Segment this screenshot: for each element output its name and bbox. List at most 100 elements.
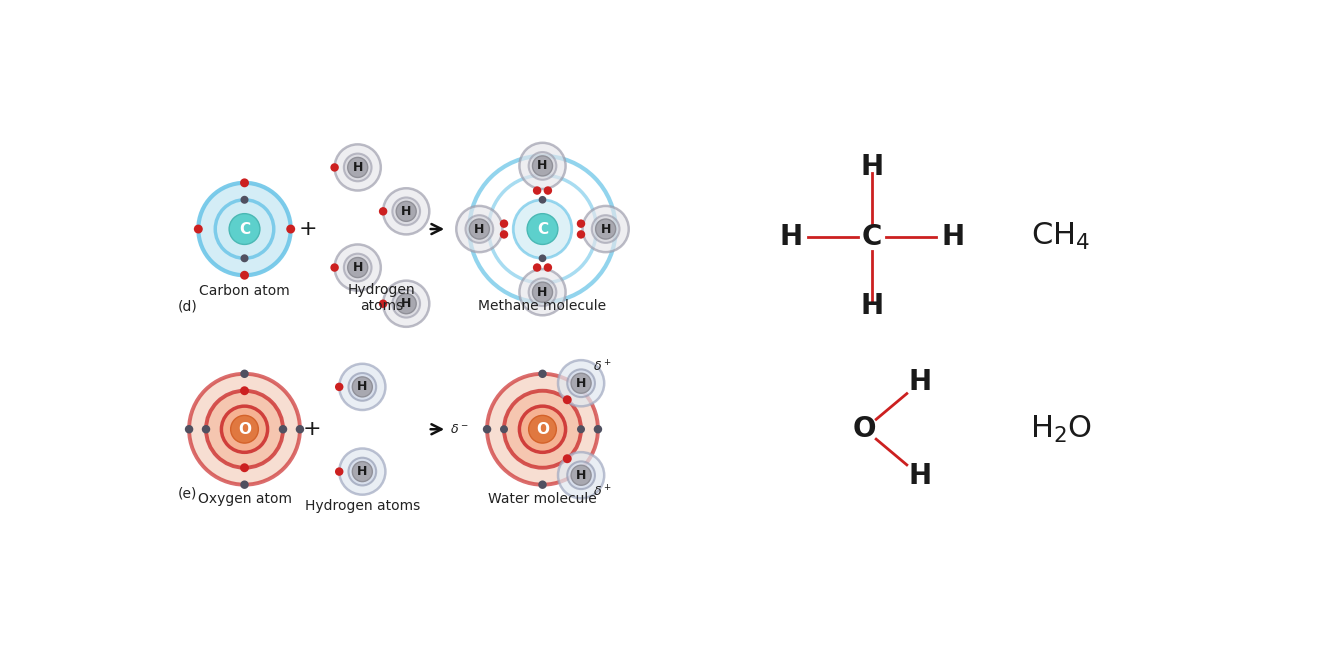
Circle shape bbox=[571, 465, 591, 485]
Text: H: H bbox=[577, 469, 586, 482]
Text: (d): (d) bbox=[177, 299, 198, 313]
Text: H$_2$O: H$_2$O bbox=[1030, 413, 1091, 445]
Text: H: H bbox=[352, 161, 363, 174]
Circle shape bbox=[331, 163, 339, 172]
Circle shape bbox=[544, 263, 552, 271]
Circle shape bbox=[383, 188, 429, 234]
Text: Hydrogen atoms: Hydrogen atoms bbox=[305, 499, 419, 513]
Circle shape bbox=[594, 425, 602, 434]
Text: Oxygen atom: Oxygen atom bbox=[198, 492, 292, 506]
Circle shape bbox=[544, 186, 552, 195]
Circle shape bbox=[286, 225, 296, 234]
Circle shape bbox=[241, 386, 249, 395]
Text: Water molecule: Water molecule bbox=[488, 492, 597, 506]
Text: H: H bbox=[941, 223, 965, 251]
Circle shape bbox=[231, 415, 258, 443]
Circle shape bbox=[352, 462, 372, 482]
Circle shape bbox=[392, 290, 421, 318]
Circle shape bbox=[379, 299, 387, 308]
Text: H: H bbox=[358, 380, 367, 393]
Circle shape bbox=[519, 269, 566, 315]
Circle shape bbox=[538, 480, 547, 489]
Circle shape bbox=[487, 374, 598, 485]
Text: C: C bbox=[239, 221, 250, 236]
Circle shape bbox=[577, 219, 585, 228]
Circle shape bbox=[278, 425, 288, 434]
Circle shape bbox=[567, 462, 595, 489]
Circle shape bbox=[396, 201, 417, 221]
Circle shape bbox=[532, 186, 542, 195]
Circle shape bbox=[482, 425, 492, 434]
Circle shape bbox=[241, 271, 249, 280]
Circle shape bbox=[202, 425, 210, 434]
Circle shape bbox=[241, 178, 249, 187]
Text: H: H bbox=[780, 223, 802, 251]
Text: Methane molecule: Methane molecule bbox=[478, 299, 606, 313]
Circle shape bbox=[348, 158, 368, 178]
Circle shape bbox=[190, 374, 300, 485]
Circle shape bbox=[344, 154, 371, 181]
Circle shape bbox=[500, 219, 508, 228]
Circle shape bbox=[383, 281, 429, 327]
Circle shape bbox=[532, 282, 552, 302]
Text: H: H bbox=[401, 205, 411, 218]
Text: H: H bbox=[352, 261, 363, 274]
Circle shape bbox=[528, 415, 556, 443]
Circle shape bbox=[339, 449, 386, 495]
Circle shape bbox=[241, 464, 249, 472]
Circle shape bbox=[504, 391, 581, 467]
Circle shape bbox=[339, 364, 386, 410]
Circle shape bbox=[539, 196, 547, 204]
Text: Hydrogen
atoms: Hydrogen atoms bbox=[348, 283, 415, 313]
Circle shape bbox=[513, 200, 571, 258]
Text: O: O bbox=[238, 422, 251, 437]
Circle shape bbox=[396, 294, 417, 314]
Text: (e): (e) bbox=[177, 486, 196, 500]
Circle shape bbox=[532, 156, 552, 176]
Circle shape bbox=[591, 215, 620, 243]
Circle shape bbox=[348, 373, 376, 401]
Circle shape bbox=[558, 452, 605, 499]
Text: C: C bbox=[862, 223, 882, 251]
Circle shape bbox=[558, 360, 605, 406]
Circle shape bbox=[563, 454, 571, 464]
Circle shape bbox=[241, 370, 249, 378]
Circle shape bbox=[335, 244, 380, 290]
Text: H: H bbox=[860, 292, 883, 320]
Circle shape bbox=[528, 279, 556, 306]
Text: +: + bbox=[302, 419, 321, 439]
Circle shape bbox=[571, 373, 591, 393]
Text: CH$_4$: CH$_4$ bbox=[1031, 221, 1090, 253]
Circle shape bbox=[392, 197, 421, 225]
Circle shape bbox=[563, 395, 571, 404]
Circle shape bbox=[241, 255, 249, 262]
Text: H: H bbox=[538, 286, 548, 299]
Circle shape bbox=[344, 254, 371, 281]
Text: H: H bbox=[474, 223, 485, 236]
Circle shape bbox=[194, 225, 203, 234]
Circle shape bbox=[352, 377, 372, 397]
Text: H: H bbox=[909, 462, 931, 490]
Circle shape bbox=[215, 200, 274, 258]
Text: +: + bbox=[298, 219, 317, 239]
Circle shape bbox=[199, 183, 290, 275]
Circle shape bbox=[500, 230, 508, 239]
Circle shape bbox=[465, 215, 493, 243]
Text: H: H bbox=[401, 298, 411, 311]
Circle shape bbox=[185, 425, 194, 434]
Circle shape bbox=[528, 152, 556, 180]
Text: C: C bbox=[538, 221, 548, 236]
Circle shape bbox=[296, 425, 304, 434]
Circle shape bbox=[335, 383, 344, 391]
Circle shape bbox=[577, 425, 585, 434]
Circle shape bbox=[335, 467, 344, 476]
Circle shape bbox=[348, 458, 376, 486]
Circle shape bbox=[331, 263, 339, 271]
Circle shape bbox=[469, 219, 489, 239]
Circle shape bbox=[532, 263, 542, 271]
Circle shape bbox=[241, 196, 249, 204]
Circle shape bbox=[582, 206, 629, 252]
Circle shape bbox=[595, 219, 616, 239]
Circle shape bbox=[348, 258, 368, 277]
Circle shape bbox=[577, 230, 585, 239]
